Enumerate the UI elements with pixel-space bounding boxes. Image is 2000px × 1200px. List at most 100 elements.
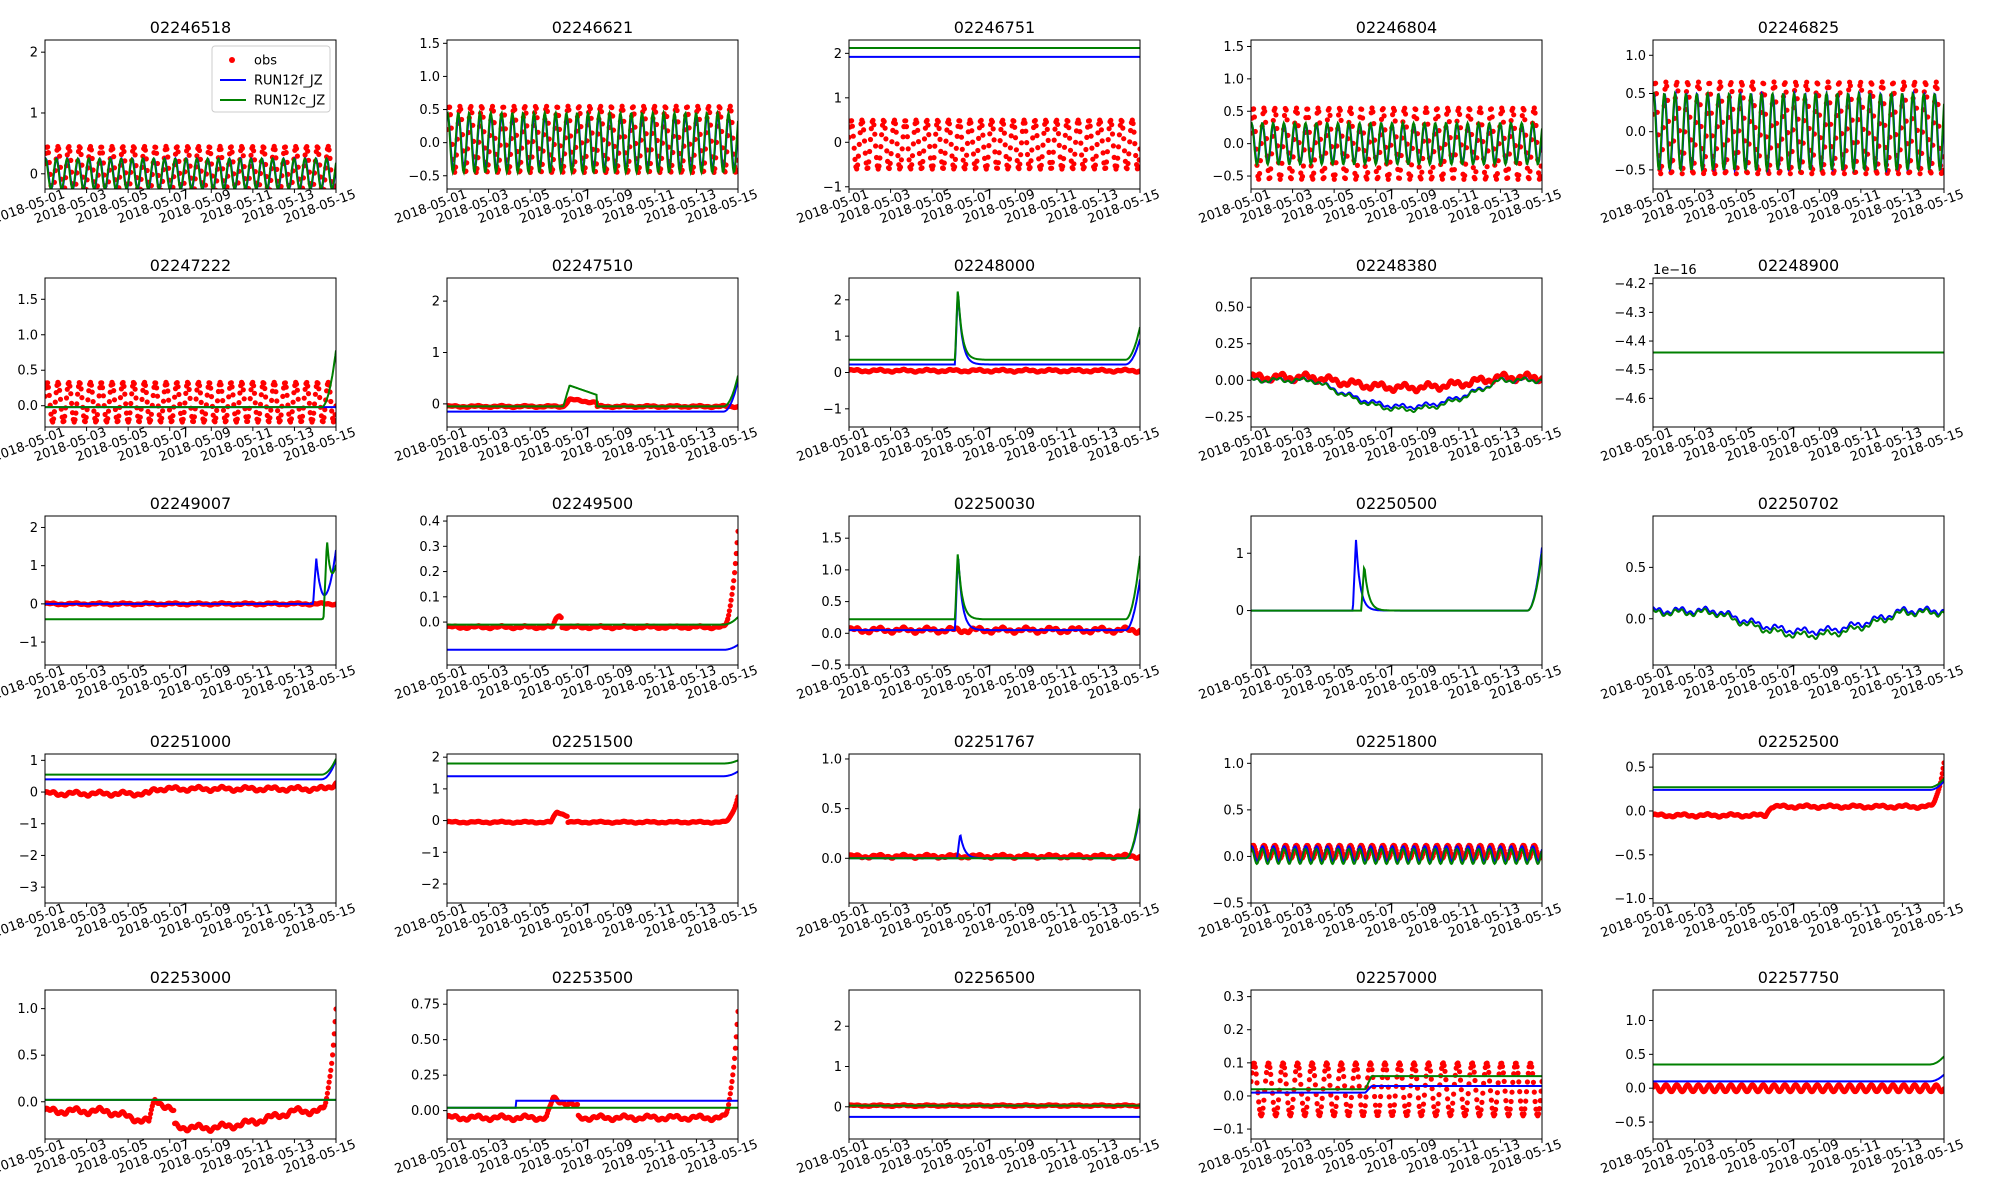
obs-point [160,398,167,404]
obs-point [1324,117,1330,123]
obs-point [1310,176,1316,182]
obs-point [1300,163,1306,169]
y-tick-label: −0.5 [1212,170,1244,185]
obs-point [1664,83,1670,89]
obs-point [920,158,926,165]
obs-point [1018,152,1024,158]
obs-point [273,389,279,395]
subplot-title: 02251000 [150,732,231,751]
obs-point [144,399,150,405]
axes-frame [1250,39,1543,190]
obs-point [133,395,139,401]
obs-point [1086,118,1092,124]
obs-point [239,381,245,387]
obs-point [609,105,615,111]
run12f-line [45,759,336,781]
obs-point [120,379,126,386]
obs-point [963,161,969,167]
run12c-line [1251,120,1542,168]
obs-point [1440,171,1446,177]
obs-point [277,192,282,197]
obs-point [558,614,564,621]
obs-point [321,415,327,421]
obs-point [1869,81,1875,87]
obs-point [90,399,96,405]
obs-point [1115,144,1122,150]
y-tick-label: 0 [30,167,38,182]
obs-point [1007,145,1014,151]
obs-point [257,411,263,417]
run12c-line [45,156,336,189]
obs-point [947,130,953,136]
obs-point [74,401,80,407]
obs-point [1718,84,1724,90]
obs-point [730,585,736,591]
obs-point [332,412,336,418]
obs-point [851,145,857,151]
obs-point [522,104,528,110]
plot-area [447,103,738,177]
obs-point [1070,166,1076,172]
obs-point [99,380,105,386]
obs-point [1880,85,1886,91]
obs-point [684,104,691,110]
obs-point [256,417,262,423]
obs-point [1489,114,1495,120]
obs-point [968,120,974,126]
y-tick-label: −1 [19,817,38,832]
obs-point [973,165,979,171]
obs-point [1052,126,1058,132]
obs-point [1663,79,1669,85]
obs-point [1116,132,1122,138]
obs-point [1858,79,1864,85]
obs-point [1418,176,1424,182]
obs-point [908,166,914,172]
obs-point [196,143,202,150]
obs-point [1392,118,1398,124]
run12c-line [1251,376,1542,414]
subplot-title: 02247222 [150,256,231,275]
obs-point [1018,140,1025,146]
obs-point [1707,80,1713,86]
obs-point [317,394,323,401]
obs-point [261,145,267,151]
obs-point [958,134,965,140]
obs-point [1473,169,1479,175]
y-tick-label: 0.0 [1625,125,1646,140]
obs-point [979,122,985,129]
obs-point [1277,176,1283,182]
run12f-line [45,549,336,605]
obs-point [240,387,246,393]
obs-point [1279,160,1285,166]
obs-point [75,391,81,397]
subplot-title: 02249007 [150,494,231,513]
obs-point [185,145,191,151]
plot-area [45,143,336,197]
obs-point [100,393,106,399]
obs-point [1024,151,1031,158]
obs-point [1456,105,1462,111]
obs-point [1103,165,1109,171]
obs-point [1100,150,1106,156]
obs-point [924,117,930,123]
obs-point [250,144,256,150]
obs-point [273,155,279,161]
obs-point [99,150,106,156]
obs-point [73,410,79,416]
obs-point [1114,163,1120,169]
obs-point [1348,110,1354,117]
obs-point [663,105,669,111]
obs-point [1517,160,1523,167]
obs-point [889,139,895,145]
plot-area [849,291,1140,375]
y-tick-label: 1 [834,91,842,106]
obs-point [881,118,887,125]
y-tick-label: 1 [834,330,842,345]
obs-point [1533,122,1539,129]
obs-point [1532,110,1538,116]
y-tick-label: 2 [30,46,38,61]
obs-point [1095,130,1101,136]
obs-point [115,418,121,424]
obs-point [1104,149,1110,155]
